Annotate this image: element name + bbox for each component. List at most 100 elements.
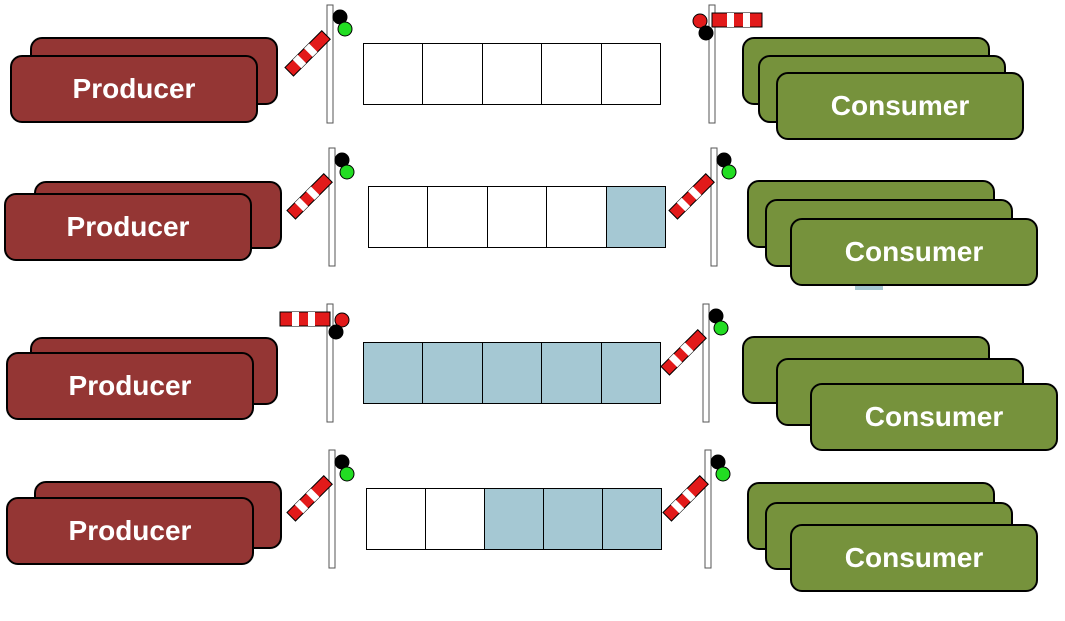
signal-light-red bbox=[334, 312, 350, 328]
signal-arm-blade bbox=[279, 311, 331, 327]
consumer-box: Consumer bbox=[776, 72, 1024, 140]
signal-arm-stripe bbox=[680, 342, 694, 356]
signal-arm-stripe bbox=[306, 186, 320, 200]
producer-semaphore-signal bbox=[279, 303, 350, 423]
buffer-slot-full bbox=[606, 187, 666, 247]
buffer-slot-full bbox=[542, 343, 602, 403]
consumer-label: Consumer bbox=[830, 90, 970, 121]
signal-light-black bbox=[698, 25, 714, 41]
signal-arm-stripe bbox=[668, 353, 683, 368]
signal-arm-stripe bbox=[294, 499, 309, 514]
signal-arm-stripe bbox=[688, 186, 702, 200]
signal-light-green bbox=[721, 164, 737, 180]
buffer-queue bbox=[368, 186, 666, 248]
buffer-slot-full bbox=[603, 489, 661, 549]
producer-semaphore-signal bbox=[284, 4, 353, 124]
signal-arm-stripe bbox=[306, 488, 320, 502]
signal-light-green bbox=[339, 466, 355, 482]
producer-box: Producer bbox=[4, 193, 252, 261]
buffer-slot-full bbox=[544, 489, 603, 549]
signal-arm bbox=[286, 173, 333, 220]
consumer-box: Consumer bbox=[790, 524, 1038, 592]
signal-light-red bbox=[692, 13, 708, 29]
signal-arm-stripe bbox=[294, 197, 309, 212]
buffer-slot-full bbox=[482, 343, 543, 403]
signal-head bbox=[668, 152, 737, 220]
signal-arm-stripe bbox=[743, 13, 750, 27]
signal-pole bbox=[704, 449, 712, 569]
consumer-label: Consumer bbox=[844, 542, 984, 573]
buffer-queue bbox=[366, 488, 662, 550]
producer-semaphore-signal bbox=[286, 147, 355, 267]
signal-head bbox=[279, 311, 350, 340]
signal-arm-stripe bbox=[292, 54, 307, 69]
producer-box: Producer bbox=[10, 55, 258, 123]
signal-arm bbox=[286, 475, 333, 522]
consumer-semaphore-signal bbox=[660, 303, 729, 423]
buffer-slot-empty bbox=[369, 187, 429, 247]
consumer-label: Consumer bbox=[844, 236, 984, 267]
signal-head bbox=[662, 454, 731, 522]
buffer-slot-full bbox=[485, 489, 544, 549]
producer-label: Producer bbox=[68, 370, 192, 401]
buffer-slot-empty bbox=[426, 489, 485, 549]
signal-head bbox=[692, 12, 763, 41]
buffer-slot-full bbox=[364, 343, 424, 403]
signal-pole bbox=[708, 4, 716, 124]
signal-head bbox=[660, 308, 729, 376]
signal-light-green bbox=[715, 466, 731, 482]
producer-label: Producer bbox=[66, 211, 190, 242]
signal-light-black bbox=[328, 324, 344, 340]
buffer-slot-full bbox=[423, 343, 483, 403]
buffer-slot-full bbox=[601, 343, 661, 403]
signal-arm bbox=[711, 12, 763, 28]
producer-semaphore-signal bbox=[286, 449, 355, 569]
signal-arm-blade bbox=[286, 475, 333, 522]
consumer-semaphore-signal bbox=[692, 4, 763, 124]
consumer-semaphore-signal bbox=[668, 147, 737, 267]
signal-arm-blade bbox=[662, 475, 709, 522]
signal-arm-stripe bbox=[308, 312, 315, 326]
signal-light-green bbox=[337, 21, 353, 37]
signal-arm-blade bbox=[286, 173, 333, 220]
signal-arm bbox=[660, 329, 707, 376]
signal-pole bbox=[328, 449, 336, 569]
signal-pole bbox=[328, 147, 336, 267]
buffer-slot-empty bbox=[428, 187, 488, 247]
buffer-slot-empty bbox=[423, 44, 483, 104]
consumer-label: Consumer bbox=[864, 401, 1004, 432]
buffer-slot-empty bbox=[542, 44, 602, 104]
signal-head bbox=[284, 9, 353, 77]
producer-label: Producer bbox=[68, 515, 192, 546]
signal-arm-blade bbox=[660, 329, 707, 376]
signal-arm-stripe bbox=[682, 488, 696, 502]
signal-pole bbox=[702, 303, 710, 423]
signal-pole bbox=[710, 147, 718, 267]
signal-arm-blade bbox=[284, 30, 331, 77]
signal-pole bbox=[326, 303, 334, 423]
buffer-slot-empty bbox=[547, 187, 607, 247]
signal-pole bbox=[326, 4, 334, 124]
consumer-box: Consumer bbox=[790, 218, 1038, 286]
signal-arm-stripe bbox=[304, 43, 318, 57]
producer-label: Producer bbox=[72, 73, 196, 104]
buffer-queue bbox=[363, 43, 661, 105]
buffer-slot-empty bbox=[483, 44, 543, 104]
signal-arm bbox=[284, 30, 331, 77]
signal-light-green bbox=[713, 320, 729, 336]
producer-box: Producer bbox=[6, 352, 254, 420]
consumer-semaphore-signal bbox=[662, 449, 731, 569]
producer-box: Producer bbox=[6, 497, 254, 565]
signal-light-green bbox=[339, 164, 355, 180]
signal-arm-stripe bbox=[676, 197, 691, 212]
consumer-box: Consumer bbox=[810, 383, 1058, 451]
signal-arm-blade bbox=[711, 12, 763, 28]
buffer-slot-empty bbox=[364, 44, 424, 104]
signal-arm bbox=[662, 475, 709, 522]
signal-arm bbox=[279, 311, 331, 327]
signal-head bbox=[286, 454, 355, 522]
signal-arm-stripe bbox=[670, 499, 685, 514]
signal-arm-stripe bbox=[727, 13, 734, 27]
signal-arm bbox=[668, 173, 715, 220]
